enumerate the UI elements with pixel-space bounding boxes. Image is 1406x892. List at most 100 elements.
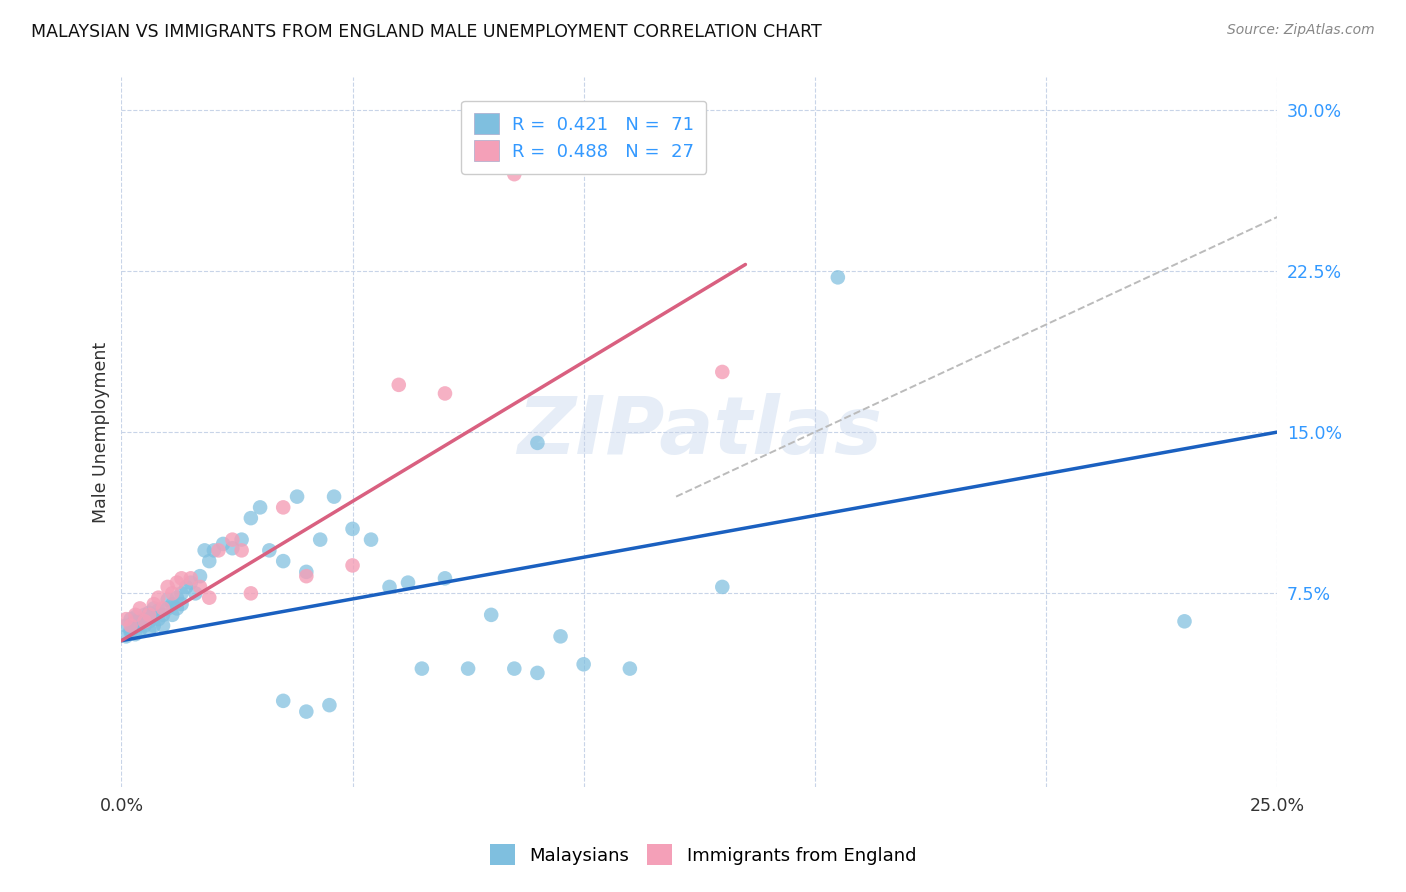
Point — [156, 601, 179, 615]
Point — [295, 565, 318, 579]
Point — [134, 618, 156, 632]
Legend: R =  0.421   N =  71, R =  0.488   N =  27: R = 0.421 N = 71, R = 0.488 N = 27 — [461, 101, 706, 174]
Point — [360, 533, 382, 547]
Point — [411, 662, 433, 676]
Point — [120, 618, 142, 632]
Point — [156, 592, 179, 607]
Point — [198, 591, 221, 605]
Point — [162, 607, 184, 622]
Point — [148, 603, 170, 617]
Point — [124, 618, 146, 632]
Point — [156, 580, 179, 594]
Point — [259, 543, 281, 558]
Point — [124, 607, 146, 622]
Point — [526, 436, 548, 450]
Point — [180, 575, 202, 590]
Point — [503, 662, 526, 676]
Point — [134, 612, 156, 626]
Point — [162, 597, 184, 611]
Point — [115, 629, 138, 643]
Point — [142, 607, 165, 622]
Point — [152, 607, 174, 622]
Point — [1173, 615, 1195, 629]
Point — [174, 580, 197, 594]
Point — [124, 615, 146, 629]
Point — [138, 615, 160, 629]
Point — [148, 612, 170, 626]
Point — [134, 607, 156, 622]
Point — [239, 586, 262, 600]
Point — [231, 543, 253, 558]
Point — [129, 601, 152, 615]
Point — [166, 591, 188, 605]
Point — [711, 580, 734, 594]
Point — [124, 627, 146, 641]
Point — [711, 365, 734, 379]
Point — [142, 601, 165, 615]
Point — [221, 533, 243, 547]
Point — [120, 612, 142, 626]
Point — [120, 625, 142, 640]
Point — [318, 698, 340, 713]
Point — [188, 580, 211, 594]
Point — [152, 618, 174, 632]
Point — [170, 571, 193, 585]
Point — [129, 615, 152, 629]
Point — [285, 490, 308, 504]
Point — [503, 167, 526, 181]
Point — [138, 607, 160, 622]
Point — [148, 591, 170, 605]
Point — [194, 543, 217, 558]
Point — [550, 629, 572, 643]
Point — [124, 610, 146, 624]
Point — [323, 490, 346, 504]
Point — [212, 537, 235, 551]
Point — [433, 571, 456, 585]
Point — [184, 586, 207, 600]
Point — [115, 612, 138, 626]
Point — [619, 662, 641, 676]
Point — [479, 607, 502, 622]
Point — [142, 618, 165, 632]
Point — [271, 554, 294, 568]
Point — [827, 270, 849, 285]
Point — [152, 601, 174, 615]
Point — [396, 575, 419, 590]
Point — [115, 618, 138, 632]
Text: MALAYSIAN VS IMMIGRANTS FROM ENGLAND MALE UNEMPLOYMENT CORRELATION CHART: MALAYSIAN VS IMMIGRANTS FROM ENGLAND MAL… — [31, 23, 821, 41]
Point — [309, 533, 332, 547]
Point — [170, 586, 193, 600]
Point — [202, 543, 225, 558]
Point — [457, 662, 479, 676]
Point — [120, 623, 142, 637]
Point — [166, 575, 188, 590]
Point — [188, 569, 211, 583]
Point — [526, 665, 548, 680]
Text: Source: ZipAtlas.com: Source: ZipAtlas.com — [1227, 23, 1375, 37]
Point — [142, 597, 165, 611]
Point — [572, 657, 595, 672]
Text: ZIPatlas: ZIPatlas — [516, 393, 882, 471]
Point — [180, 571, 202, 585]
Point — [295, 569, 318, 583]
Point — [162, 586, 184, 600]
Point — [166, 601, 188, 615]
Point — [129, 623, 152, 637]
Point — [170, 597, 193, 611]
Point — [221, 541, 243, 556]
Point — [342, 558, 364, 573]
Y-axis label: Male Unemployment: Male Unemployment — [93, 342, 110, 523]
Point — [231, 533, 253, 547]
Point — [342, 522, 364, 536]
Point — [295, 705, 318, 719]
Point — [249, 500, 271, 515]
Point — [129, 618, 152, 632]
Legend: Malaysians, Immigrants from England: Malaysians, Immigrants from England — [482, 837, 924, 872]
Point — [134, 615, 156, 629]
Point — [388, 377, 411, 392]
Point — [378, 580, 401, 594]
Point — [207, 543, 229, 558]
Point — [138, 606, 160, 620]
Point — [271, 694, 294, 708]
Point — [239, 511, 262, 525]
